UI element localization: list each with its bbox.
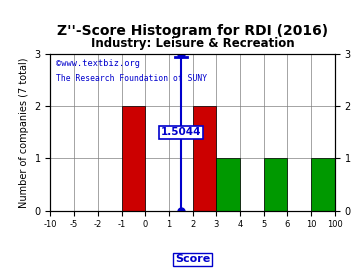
Text: Score: Score xyxy=(175,254,210,264)
Bar xyxy=(311,158,335,211)
Text: The Research Foundation of SUNY: The Research Foundation of SUNY xyxy=(56,74,207,83)
Title: Z''-Score Histogram for RDI (2016): Z''-Score Histogram for RDI (2016) xyxy=(57,23,328,38)
Text: 1.5044: 1.5044 xyxy=(161,127,201,137)
Bar xyxy=(193,106,216,211)
Text: ©www.textbiz.org: ©www.textbiz.org xyxy=(56,59,140,68)
Text: Industry: Leisure & Recreation: Industry: Leisure & Recreation xyxy=(91,37,294,50)
Bar xyxy=(264,158,287,211)
Bar xyxy=(122,106,145,211)
Y-axis label: Number of companies (7 total): Number of companies (7 total) xyxy=(19,57,29,208)
Bar xyxy=(216,158,240,211)
